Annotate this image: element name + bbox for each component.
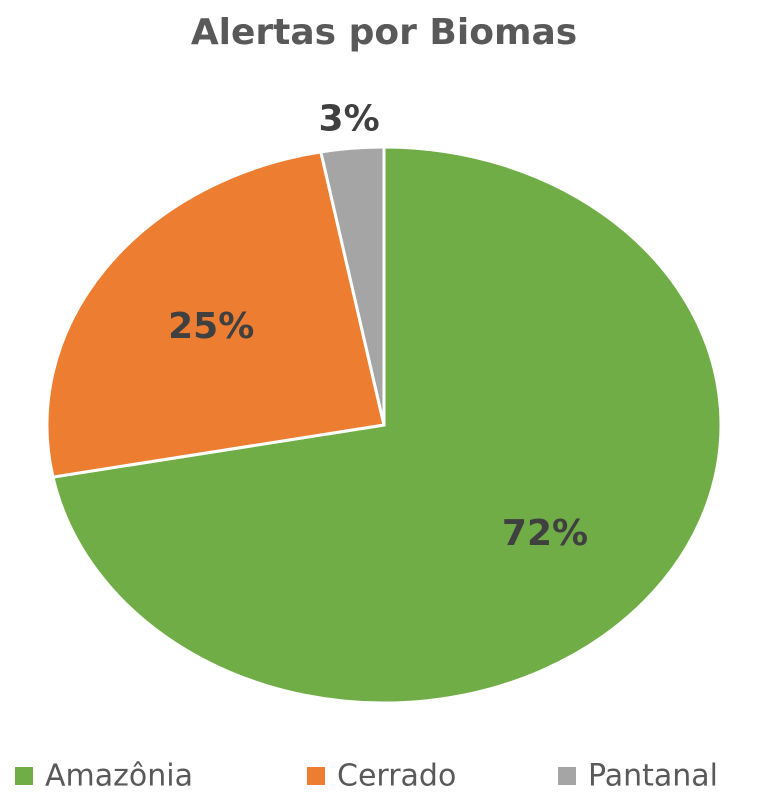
- pie-slice: [45, 150, 386, 479]
- legend-label: Amazônia: [45, 759, 193, 794]
- pie-slice: [51, 145, 723, 705]
- legend-label: Cerrado: [337, 759, 456, 794]
- pie-slice: [319, 145, 386, 426]
- legend-label: Pantanal: [588, 759, 718, 794]
- legend-swatch: [307, 767, 325, 785]
- chart-title: Alertas por Biomas: [191, 12, 577, 53]
- data-label: 25%: [168, 306, 254, 347]
- data-label: 72%: [502, 513, 588, 554]
- legend-swatch: [15, 767, 33, 785]
- data-label: 3%: [319, 99, 380, 140]
- legend-swatch: [558, 767, 576, 785]
